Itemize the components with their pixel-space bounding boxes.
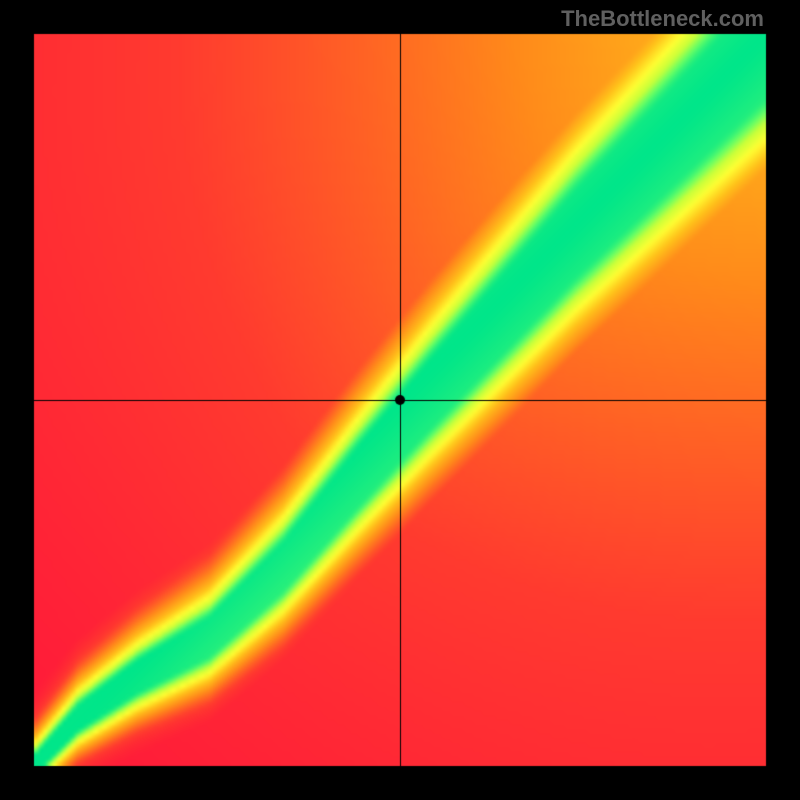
watermark-text: TheBottleneck.com	[561, 6, 764, 32]
chart-container: TheBottleneck.com	[0, 0, 800, 800]
heatmap-canvas	[0, 0, 800, 800]
